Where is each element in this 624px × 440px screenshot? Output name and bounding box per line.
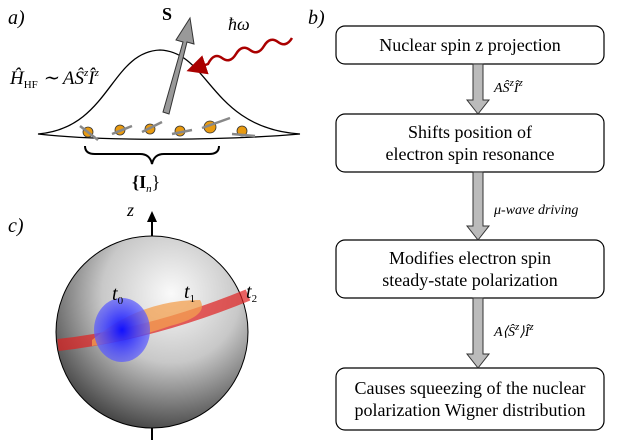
panel-b: Nuclear spin z projection Shifts position… xyxy=(336,26,604,430)
box-text: Modifies electron spin xyxy=(389,248,551,268)
panel-c: z t0 t1 t2 xyxy=(56,200,257,440)
box-text: steady-state polarization xyxy=(382,270,557,290)
nuclear-spins xyxy=(83,121,247,137)
panel-a: {In} S ħω ĤHF ∼ AŜzÎz xyxy=(9,4,300,195)
figure: a) b) c) {In} S ħω ĤHF ∼ AŜzÎz Nuclear s… xyxy=(0,0,624,440)
brace xyxy=(85,146,219,164)
z-axis-head xyxy=(147,211,157,222)
box-text: Nuclear spin z projection xyxy=(379,35,560,55)
arrow-label: μ-wave driving xyxy=(493,203,578,218)
arrow-label: AŜzÎz xyxy=(493,77,524,96)
axis-label: z xyxy=(126,200,134,220)
spin-arrows xyxy=(80,118,255,140)
flow-arrows xyxy=(467,64,489,368)
box-text: Causes squeezing of the nuclear xyxy=(355,378,586,398)
label-sup: z xyxy=(528,321,534,333)
label-part: A⟨Ŝ xyxy=(493,323,515,340)
photon-arrow xyxy=(196,38,292,68)
spin-label: S xyxy=(162,4,172,24)
photon-label: ħω xyxy=(228,14,250,34)
label-sup: z xyxy=(518,77,524,89)
panel-label: b) xyxy=(308,7,325,29)
time-label: t2 xyxy=(246,281,257,305)
label-part: AŜ xyxy=(493,79,510,96)
panel-label: a) xyxy=(8,7,25,29)
panel-label: c) xyxy=(8,215,24,237)
box-text: electron spin resonance xyxy=(386,144,555,164)
arrow-label: A⟨Ŝz⟩Îz xyxy=(493,321,534,340)
distribution-t0 xyxy=(94,298,150,362)
bath-label: {In} xyxy=(132,172,160,195)
box-text: Shifts position of xyxy=(408,122,532,142)
label-part: μ-wave driving xyxy=(493,203,578,218)
hamiltonian: ĤHF ∼ AŜzÎz xyxy=(9,67,100,91)
electron-spin-arrow xyxy=(163,18,194,114)
box-text: polarization Wigner distribution xyxy=(355,400,586,420)
